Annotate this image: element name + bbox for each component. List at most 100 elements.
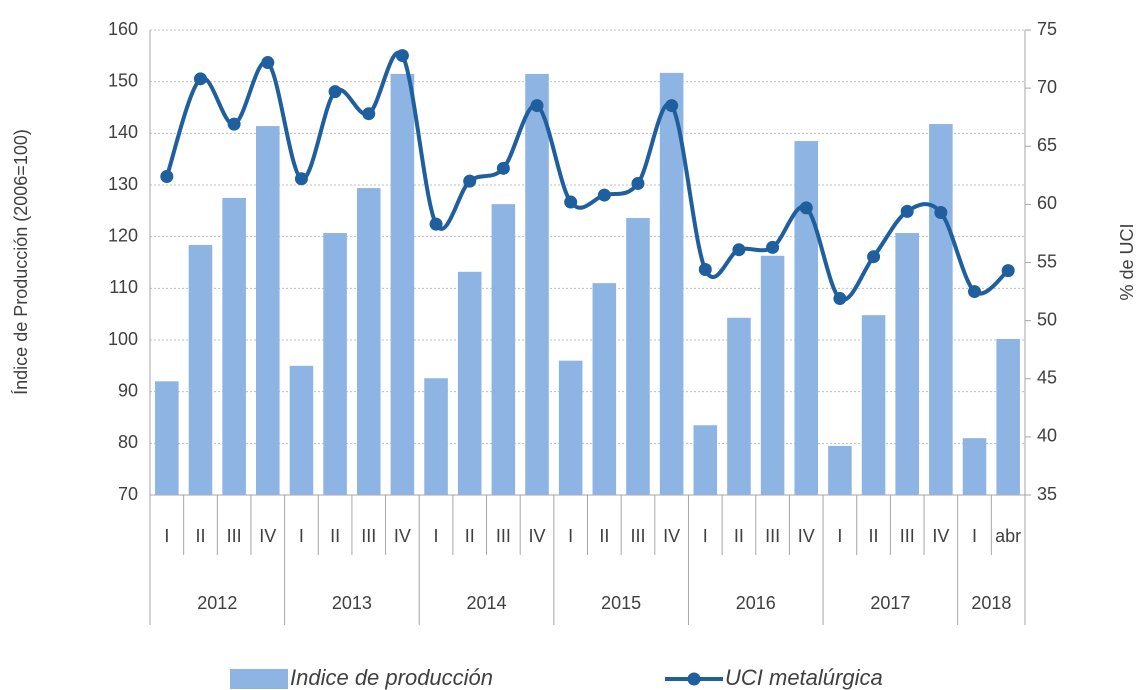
x-group-label: 2014 (467, 593, 507, 613)
x-tick-label: I (434, 526, 439, 546)
y2-tick-label: 55 (1037, 251, 1057, 271)
line-marker (564, 195, 578, 209)
line-marker (968, 285, 982, 299)
x-tick-label: I (299, 526, 304, 546)
y-tick-label: 70 (118, 484, 138, 504)
line-marker (732, 243, 746, 257)
line-marker (395, 49, 409, 63)
line-marker (261, 56, 275, 70)
line-marker (294, 172, 308, 186)
bar (491, 204, 516, 495)
bar (996, 338, 1020, 495)
x-tick-label: II (599, 526, 609, 546)
bar (727, 317, 751, 495)
line (164, 50, 1010, 302)
bar (659, 72, 684, 495)
bar (861, 315, 886, 495)
x-tick-label: I (972, 526, 977, 546)
line-marker (328, 85, 342, 99)
x-tick-label: IV (529, 526, 546, 546)
x-tick-label: IV (798, 526, 815, 546)
line-marker (429, 217, 443, 231)
x-group-label: 2016 (736, 593, 776, 613)
x-tick-label: II (330, 526, 340, 546)
y-tick-label: 110 (109, 277, 138, 297)
y-tick-label: 80 (118, 432, 138, 452)
line-marker (665, 99, 679, 113)
line-marker (766, 240, 780, 254)
line-marker (698, 262, 712, 276)
bar (457, 271, 482, 495)
y2-tick-label: 60 (1037, 193, 1057, 213)
y2-tick-label: 75 (1037, 19, 1057, 39)
bar (256, 126, 280, 495)
x-group-label: 2018 (971, 593, 1011, 613)
bar (592, 283, 617, 495)
bar (424, 378, 448, 495)
bar (155, 381, 179, 495)
bar (558, 360, 583, 495)
bar (222, 197, 246, 495)
x-tick-label: I (703, 526, 708, 546)
x-group-label: 2017 (870, 593, 910, 613)
bar (390, 73, 415, 496)
legend-label: Indice de producción (290, 665, 493, 690)
line-marker (362, 107, 376, 121)
y-tick-label: 120 (108, 225, 138, 245)
bar (794, 141, 819, 496)
y-tick-label: 90 (118, 380, 138, 400)
bar (828, 445, 852, 495)
bar (693, 425, 718, 495)
line-marker (833, 292, 847, 306)
x-tick-label: I (837, 526, 842, 546)
x-tick-label: III (630, 526, 645, 546)
line-marker (227, 117, 241, 131)
line-marker (160, 169, 174, 183)
x-tick-label: III (361, 526, 376, 546)
x-tick-label: IV (663, 526, 680, 546)
y2-tick-label: 45 (1037, 368, 1057, 388)
y-tick-label: 160 (108, 19, 138, 39)
line-marker (597, 188, 611, 202)
line-marker (193, 72, 207, 86)
x-group-label: 2012 (197, 593, 237, 613)
y-tick-label: 150 (108, 70, 138, 90)
line-marker (799, 201, 813, 215)
line-marker (900, 204, 914, 218)
bar (760, 255, 785, 495)
x-tick-label: I (164, 526, 169, 546)
y-tick-label: 140 (108, 122, 138, 142)
x-tick-label: I (568, 526, 573, 546)
x-tick-label: II (195, 526, 205, 546)
y-tick-label: 130 (108, 174, 138, 194)
bar (929, 124, 953, 496)
line-marker (934, 206, 948, 220)
x-tick-label: III (227, 526, 242, 546)
bar (356, 188, 381, 495)
y2-axis-label: % de UCI (1117, 223, 1137, 300)
line-marker (530, 99, 544, 113)
x-tick-label: abr (995, 526, 1021, 546)
bar (188, 244, 213, 495)
bar (525, 73, 549, 496)
bar (289, 365, 314, 495)
y2-tick-label: 35 (1037, 484, 1057, 504)
y-tick-label: 100 (108, 329, 138, 349)
line-marker (867, 250, 881, 264)
x-tick-label: II (465, 526, 475, 546)
line-marker (463, 174, 477, 188)
bar (962, 438, 987, 495)
line-marker (631, 176, 645, 190)
x-tick-label: IV (932, 526, 949, 546)
x-tick-label: IV (394, 526, 411, 546)
legend-swatch (687, 672, 701, 686)
x-group-label: 2013 (332, 593, 372, 613)
x-tick-label: II (869, 526, 879, 546)
legend-label: UCI metalúrgica (725, 665, 883, 690)
bar (323, 233, 347, 496)
line-marker (1001, 264, 1015, 278)
y2-tick-label: 70 (1037, 77, 1057, 97)
y-axis-label: Índice de Producción (2006=100) (11, 129, 31, 395)
x-tick-label: III (900, 526, 915, 546)
